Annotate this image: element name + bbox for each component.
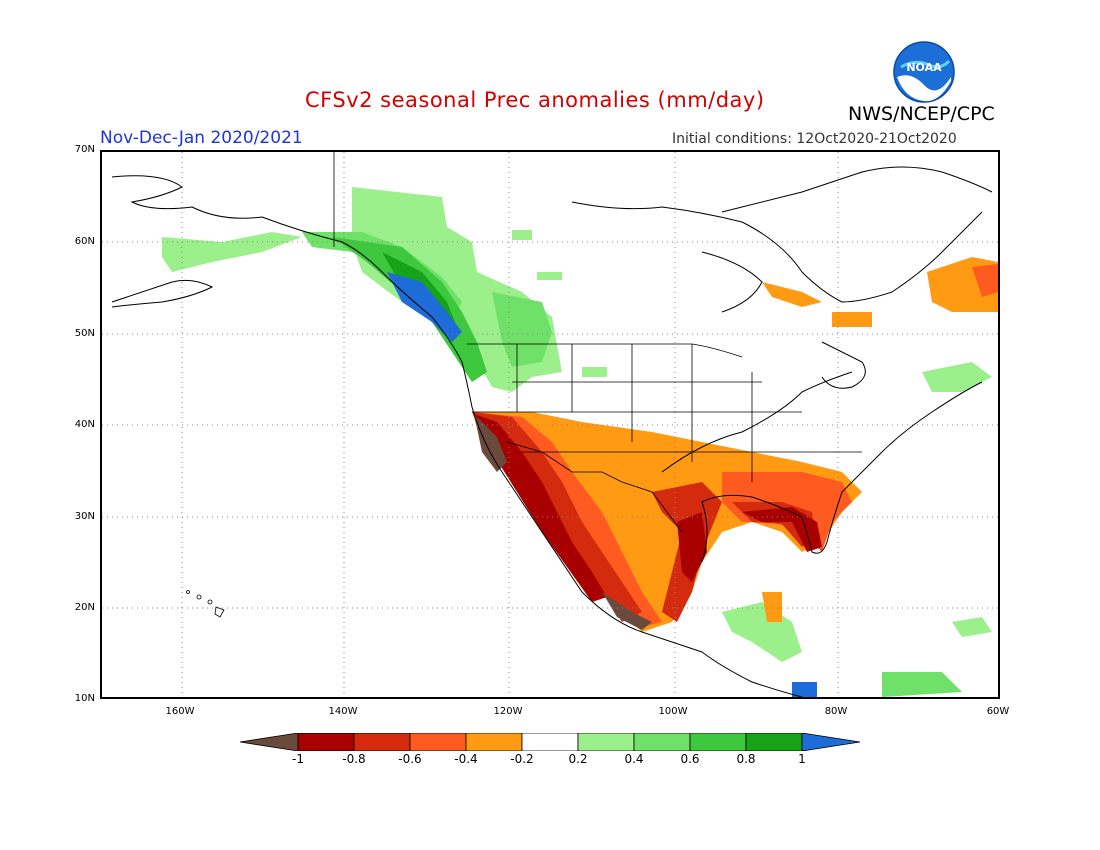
colorbar-label: 0.2: [568, 752, 588, 766]
precipitation-map: [100, 150, 1000, 699]
lat-label-50n: 50N: [74, 328, 95, 339]
lat-label-70n: 70N: [74, 144, 95, 155]
logo-text: NOAA: [906, 61, 942, 74]
colorbar-arrow-left: [239, 732, 299, 752]
colorbar-label: 1: [798, 752, 806, 766]
map-canvas: [102, 152, 998, 697]
lat-label-60n: 60N: [74, 236, 95, 247]
colorbar-arrow-right: [801, 732, 861, 752]
lon-label-100w: 100W: [658, 706, 688, 717]
lon-label-120w: 120W: [493, 706, 523, 717]
coastlines: [111, 166, 993, 697]
lat-label-10n: 10N: [74, 693, 95, 704]
colorbar-label: -0.4: [454, 752, 478, 766]
colorbar-bin: [521, 732, 579, 752]
colorbar-bin: [745, 732, 803, 752]
colorbar-bin: [689, 732, 747, 752]
colorbar-label: -0.2: [510, 752, 534, 766]
organization-label: NWS/NCEP/CPC: [848, 103, 995, 125]
noaa-logo: NOAA: [893, 41, 955, 103]
colorbar-label: -1: [292, 752, 304, 766]
colorbar-label: 0.8: [736, 752, 756, 766]
colorbar-bin: [633, 732, 691, 752]
colorbar-bin: [577, 732, 635, 752]
colorbar-label: 0.6: [680, 752, 700, 766]
political-borders: [333, 152, 862, 533]
colorbar-bin: [409, 732, 467, 752]
period-label: Nov-Dec-Jan 2020/2021: [100, 128, 303, 148]
colorbar-bin: [353, 732, 411, 752]
chart-title: CFSv2 seasonal Prec anomalies (mm/day): [305, 88, 765, 112]
anomaly-fields: [162, 187, 998, 697]
lon-label-80w: 80W: [824, 706, 848, 717]
lat-label-20n: 20N: [74, 602, 95, 613]
colorbar: [239, 732, 862, 752]
colorbar-label: -0.6: [398, 752, 422, 766]
lat-label-30n: 30N: [74, 511, 95, 522]
colorbar-bin: [465, 732, 523, 752]
lat-label-40n: 40N: [74, 419, 95, 430]
colorbar-bin: [297, 732, 355, 752]
hawaii-islands: [186, 590, 225, 618]
lon-label-140w: 140W: [328, 706, 358, 717]
colorbar-label: 0.4: [624, 752, 644, 766]
colorbar-label: -0.8: [342, 752, 366, 766]
initial-conditions-label: Initial conditions: 12Oct2020-21Oct2020: [672, 131, 957, 147]
lon-label-160w: 160W: [165, 706, 195, 717]
lon-label-60w: 60W: [986, 706, 1010, 717]
